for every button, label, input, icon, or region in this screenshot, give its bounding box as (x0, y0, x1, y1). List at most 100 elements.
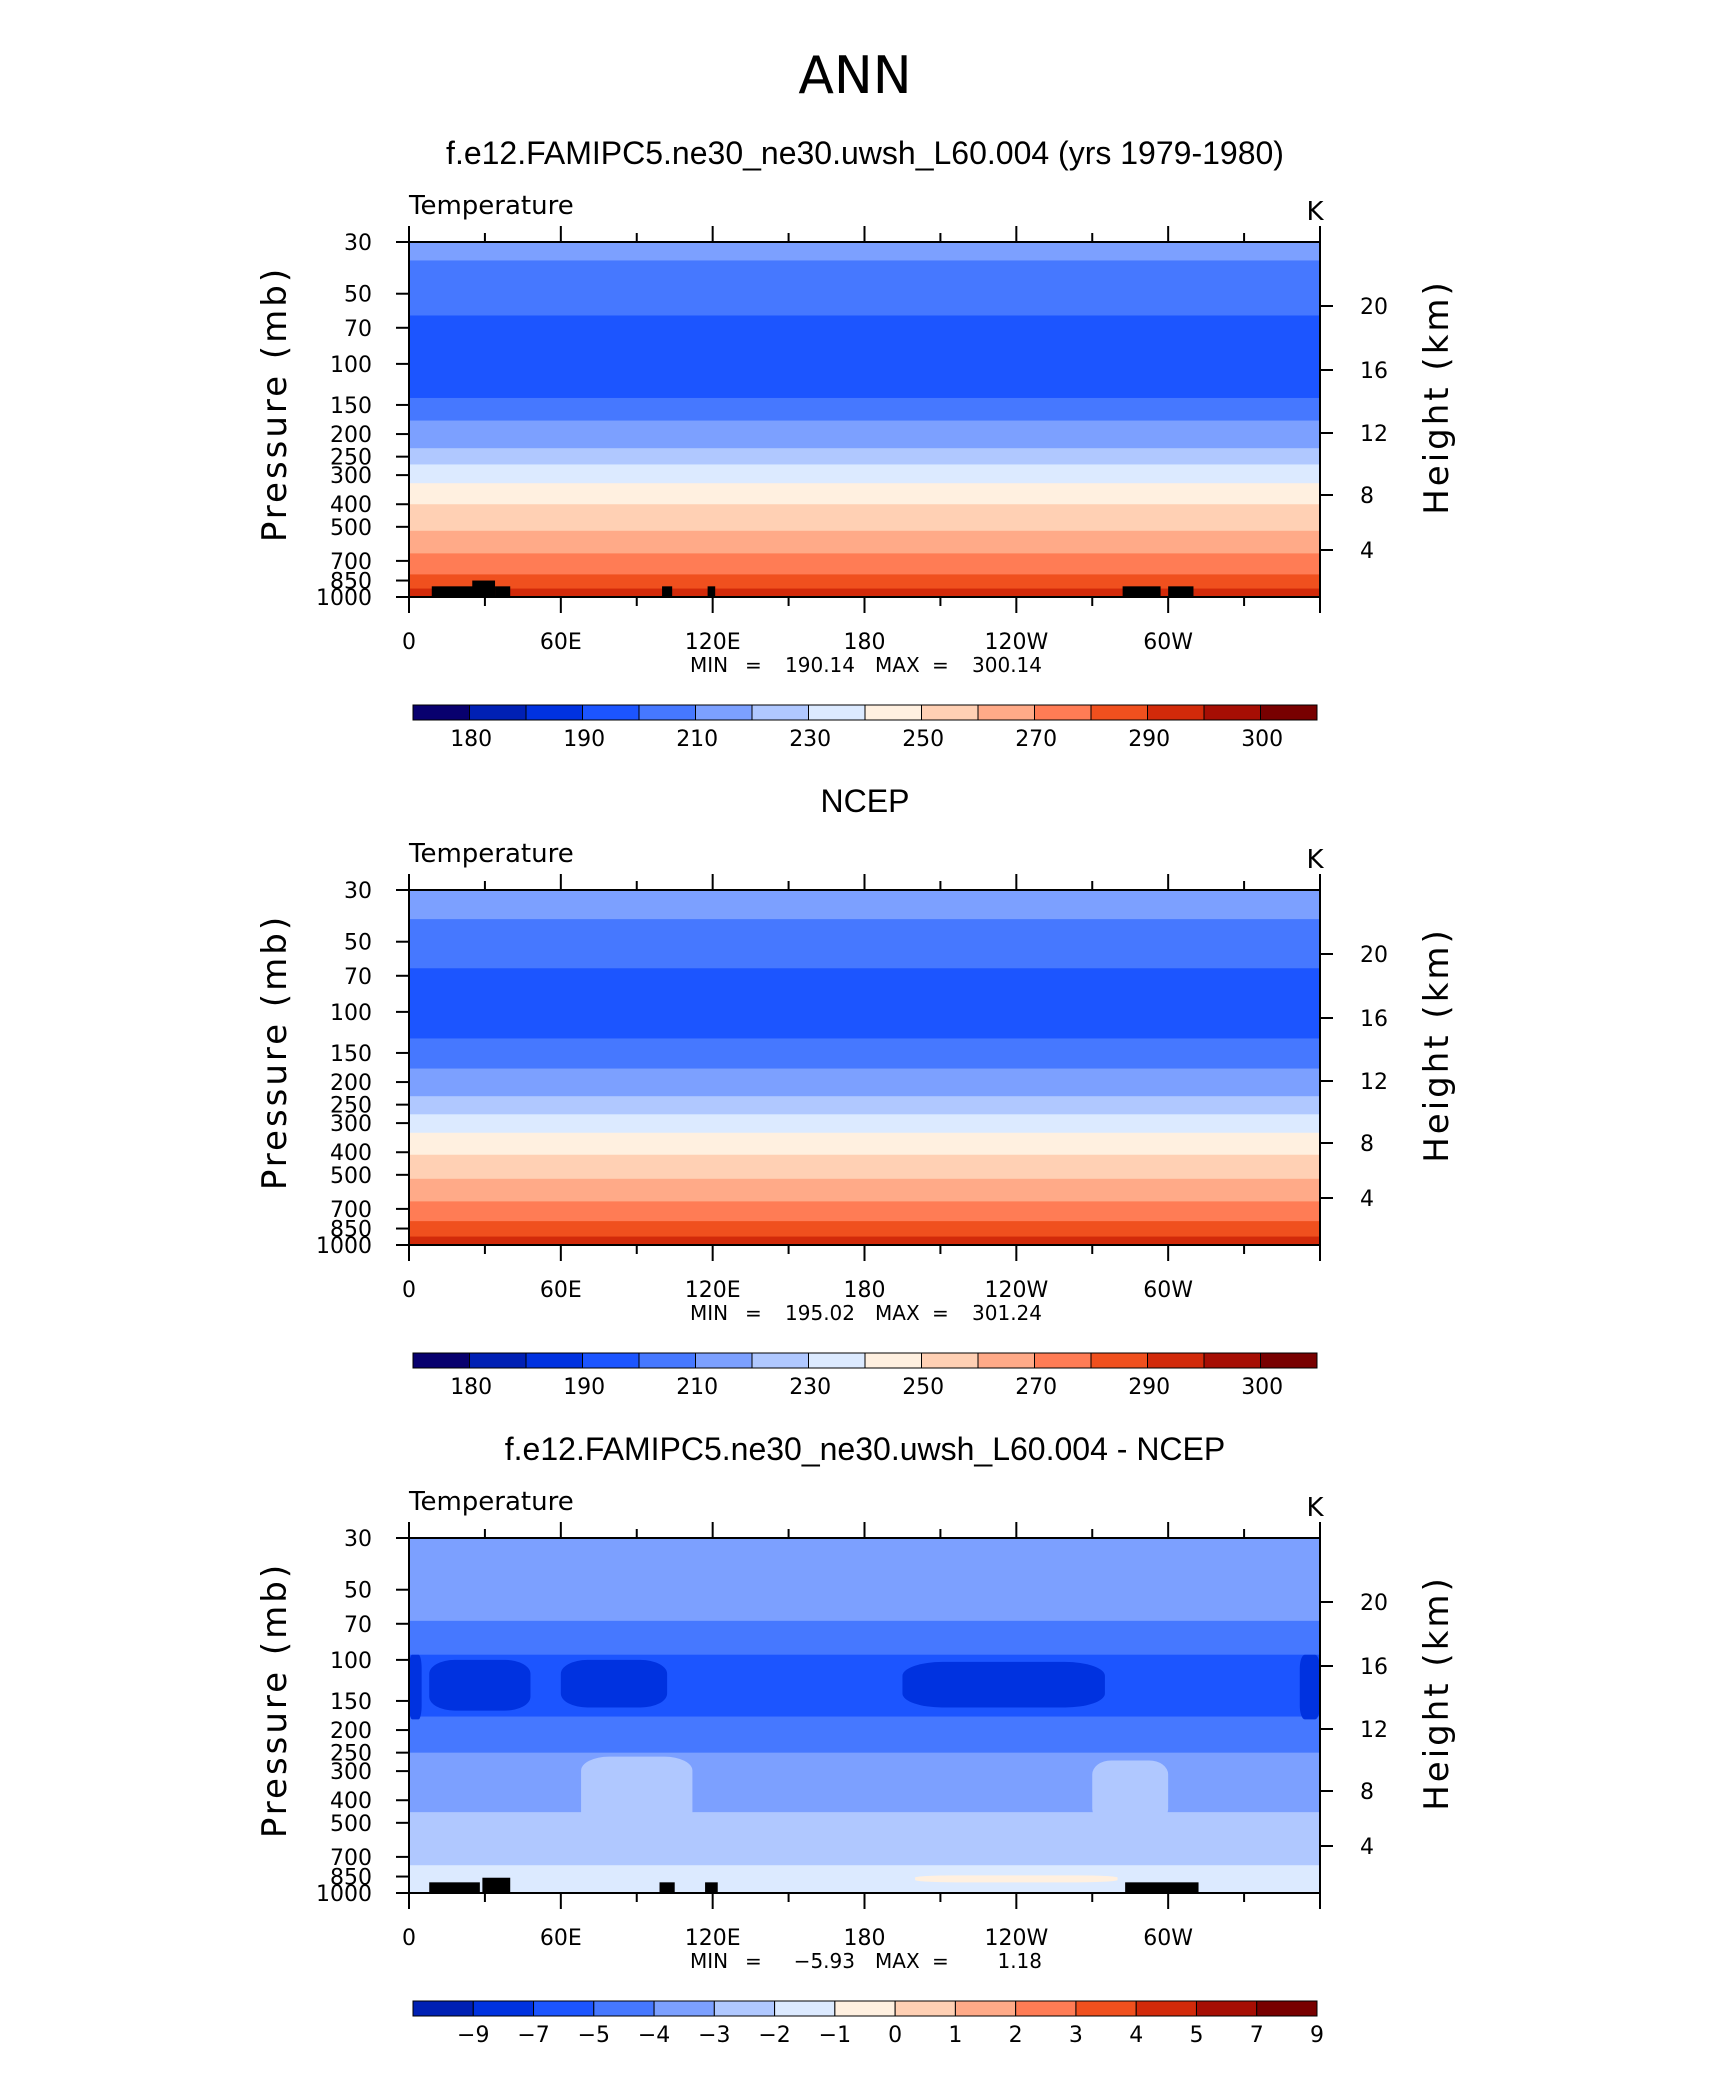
colorbar-box (525, 704, 583, 721)
stat-min-label: MIN (690, 1301, 728, 1325)
colorbar-label: 250 (902, 1375, 944, 1400)
x-tick-label: 60W (1143, 630, 1193, 655)
x-tick-label: 60E (540, 1926, 582, 1951)
topography-mask (495, 586, 511, 597)
panel-3: f.e12.FAMIPC5.ne30_ne30.uwsh_L60.004 - N… (255, 1431, 1457, 2048)
contour-band (409, 588, 1320, 597)
y-tick-label: 500 (330, 516, 372, 541)
stat-max-value: 1.18 (997, 1949, 1042, 1973)
y-tick-label: 200 (330, 423, 372, 448)
y-tick-label: 70 (344, 317, 372, 342)
colorbar-label: −9 (457, 2023, 489, 2048)
x-tick-label: 60E (540, 1278, 582, 1303)
variable-label: Temperature (408, 1487, 574, 1517)
topography-mask (1168, 586, 1194, 597)
colorbar-box (834, 2000, 896, 2017)
contour-field (409, 890, 1320, 1245)
colorbar-label: 190 (563, 727, 605, 752)
contour-band (409, 919, 1320, 969)
contour-band (409, 1620, 1320, 1656)
stat-max-label: MAX (875, 653, 920, 677)
x-tick-label: 180 (844, 1278, 886, 1303)
stat-min-value: −5.93 (794, 1949, 855, 1973)
colorbar-box (1015, 2000, 1077, 2017)
contour-band (409, 1038, 1320, 1070)
variable-label: Temperature (408, 191, 574, 221)
colorbar-label: 230 (789, 1375, 831, 1400)
contour-band (409, 1114, 1320, 1134)
x-tick-label: 60E (540, 630, 582, 655)
colorbar-box (921, 704, 979, 721)
stat-equals: = (932, 1301, 949, 1325)
y-tick-label: 70 (344, 965, 372, 990)
panel-1: f.e12.FAMIPC5.ne30_ne30.uwsh_L60.004 (yr… (255, 135, 1457, 752)
colorbar-box (1260, 1352, 1318, 1369)
colorbar-label: −3 (698, 2023, 730, 2048)
colorbar-label: 300 (1241, 727, 1283, 752)
y-right-tick-label: 20 (1360, 943, 1388, 968)
colorbar-label: 9 (1310, 2023, 1324, 2048)
topography-mask (482, 1877, 511, 1893)
contour-band (409, 1201, 1320, 1222)
x-tick-label: 180 (844, 630, 886, 655)
x-tick-label: 120W (984, 1278, 1048, 1303)
y-tick-label: 700 (330, 550, 372, 575)
main-title: ANN (798, 46, 911, 106)
contour-anomaly (1299, 1654, 1320, 1720)
y-tick-label: 150 (330, 1042, 372, 1067)
colorbar-label: −4 (638, 2023, 670, 2048)
contour-band (409, 1538, 1320, 1622)
x-tick-label: 0 (402, 630, 416, 655)
contour-band (409, 530, 1320, 554)
y-axis-label: Pressure (mb) (255, 266, 295, 542)
y-right-tick-label: 12 (1360, 1718, 1388, 1743)
colorbar-box (1135, 2000, 1197, 2017)
colorbar-label: 250 (902, 727, 944, 752)
contour-band (409, 1132, 1320, 1156)
y-tick-label: 1000 (316, 1882, 372, 1907)
colorbar-label: −5 (578, 2023, 610, 2048)
contour-band (409, 1752, 1320, 1813)
contour-band (409, 890, 1320, 920)
colorbar-label: 210 (676, 727, 718, 752)
colorbar-box (808, 1352, 866, 1369)
topography-mask (472, 580, 496, 597)
contour-band (409, 968, 1320, 1040)
colorbar-label: 2 (1009, 2023, 1023, 2048)
contour-band (409, 1178, 1320, 1202)
colorbar-box (1203, 1352, 1261, 1369)
y-tick-label: 700 (330, 1846, 372, 1871)
contour-band (409, 448, 1320, 466)
colorbar-box (713, 2000, 776, 2017)
contour-band (409, 420, 1320, 449)
contour-anomaly (915, 1875, 1118, 1883)
stat-equals: = (932, 653, 949, 677)
colorbar-label: 230 (789, 727, 831, 752)
contour-anomaly (902, 1661, 1105, 1708)
colorbar-box (1147, 704, 1205, 721)
y-right-tick-label: 16 (1360, 1655, 1388, 1680)
y-tick-label: 500 (330, 1812, 372, 1837)
y-tick-label: 1000 (316, 1234, 372, 1259)
contour-anomaly (429, 1659, 531, 1711)
contour-band (409, 483, 1320, 505)
y-right-tick-label: 4 (1360, 1835, 1374, 1860)
colorbar-label: 0 (888, 2023, 902, 2048)
stat-max-label: MAX (875, 1949, 920, 1973)
panel-title: f.e12.FAMIPC5.ne30_ne30.uwsh_L60.004 (yr… (446, 135, 1284, 171)
y-tick-label: 200 (330, 1719, 372, 1744)
colorbar-box (1090, 1352, 1148, 1369)
colorbar-label: −7 (517, 2023, 549, 2048)
y-tick-label: 30 (344, 1527, 372, 1552)
y-tick-label: 70 (344, 1613, 372, 1638)
contour-field (409, 1538, 1320, 1893)
x-tick-label: 60W (1143, 1926, 1193, 1951)
colorbar-box (1034, 1352, 1092, 1369)
x-tick-label: 120W (984, 630, 1048, 655)
stat-max-value: 301.24 (972, 1301, 1042, 1325)
contour-band (409, 464, 1320, 484)
contour-band (409, 1716, 1320, 1754)
x-tick-label: 60W (1143, 1278, 1193, 1303)
topography-mask (705, 1882, 718, 1893)
